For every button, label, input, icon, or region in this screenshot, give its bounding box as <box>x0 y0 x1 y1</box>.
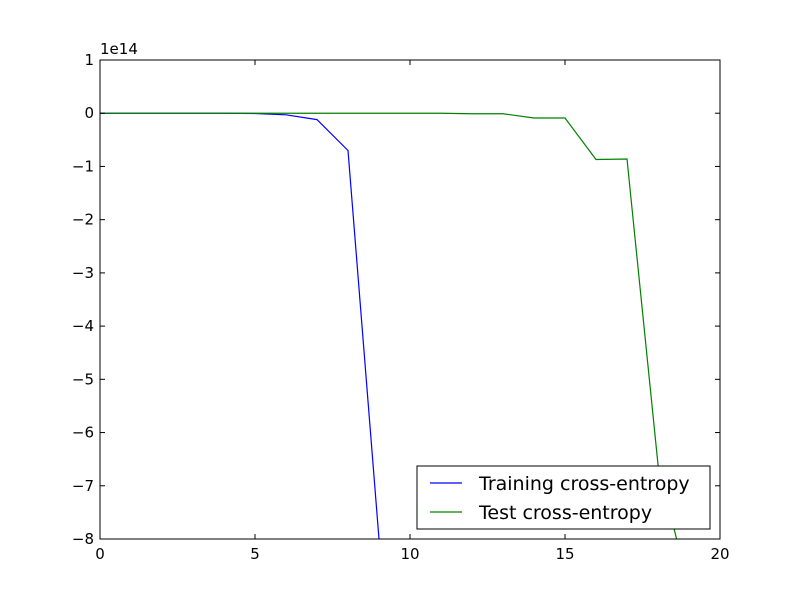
y-tick-label: −4 <box>72 317 94 335</box>
y-offset-label: 1e14 <box>100 40 138 58</box>
y-tick-label: −7 <box>72 477 94 495</box>
series-line-test <box>100 112 678 539</box>
legend: Training cross-entropy Test cross-entropy <box>416 465 711 530</box>
x-tick-label: 5 <box>250 545 260 563</box>
y-tick-label: 1 <box>84 51 94 69</box>
y-tick-label: 0 <box>84 104 94 122</box>
legend-label: Test cross-entropy <box>478 502 652 524</box>
y-tick-label: −3 <box>72 264 94 282</box>
y-tick-label: −8 <box>72 530 94 548</box>
x-tick-label: 20 <box>710 545 729 563</box>
legend-box <box>416 465 711 530</box>
y-tick-label: −1 <box>72 157 94 175</box>
x-tick-label: 10 <box>400 545 419 563</box>
y-tick-label: −2 <box>72 211 94 229</box>
x-tick-label: 0 <box>95 545 105 563</box>
y-tick-label: −5 <box>72 370 94 388</box>
legend-label: Training cross-entropy <box>478 473 690 495</box>
series-layer <box>100 112 678 539</box>
x-tick-label: 15 <box>555 545 574 563</box>
y-tick-label: −6 <box>72 424 94 442</box>
plot-area <box>100 60 720 539</box>
